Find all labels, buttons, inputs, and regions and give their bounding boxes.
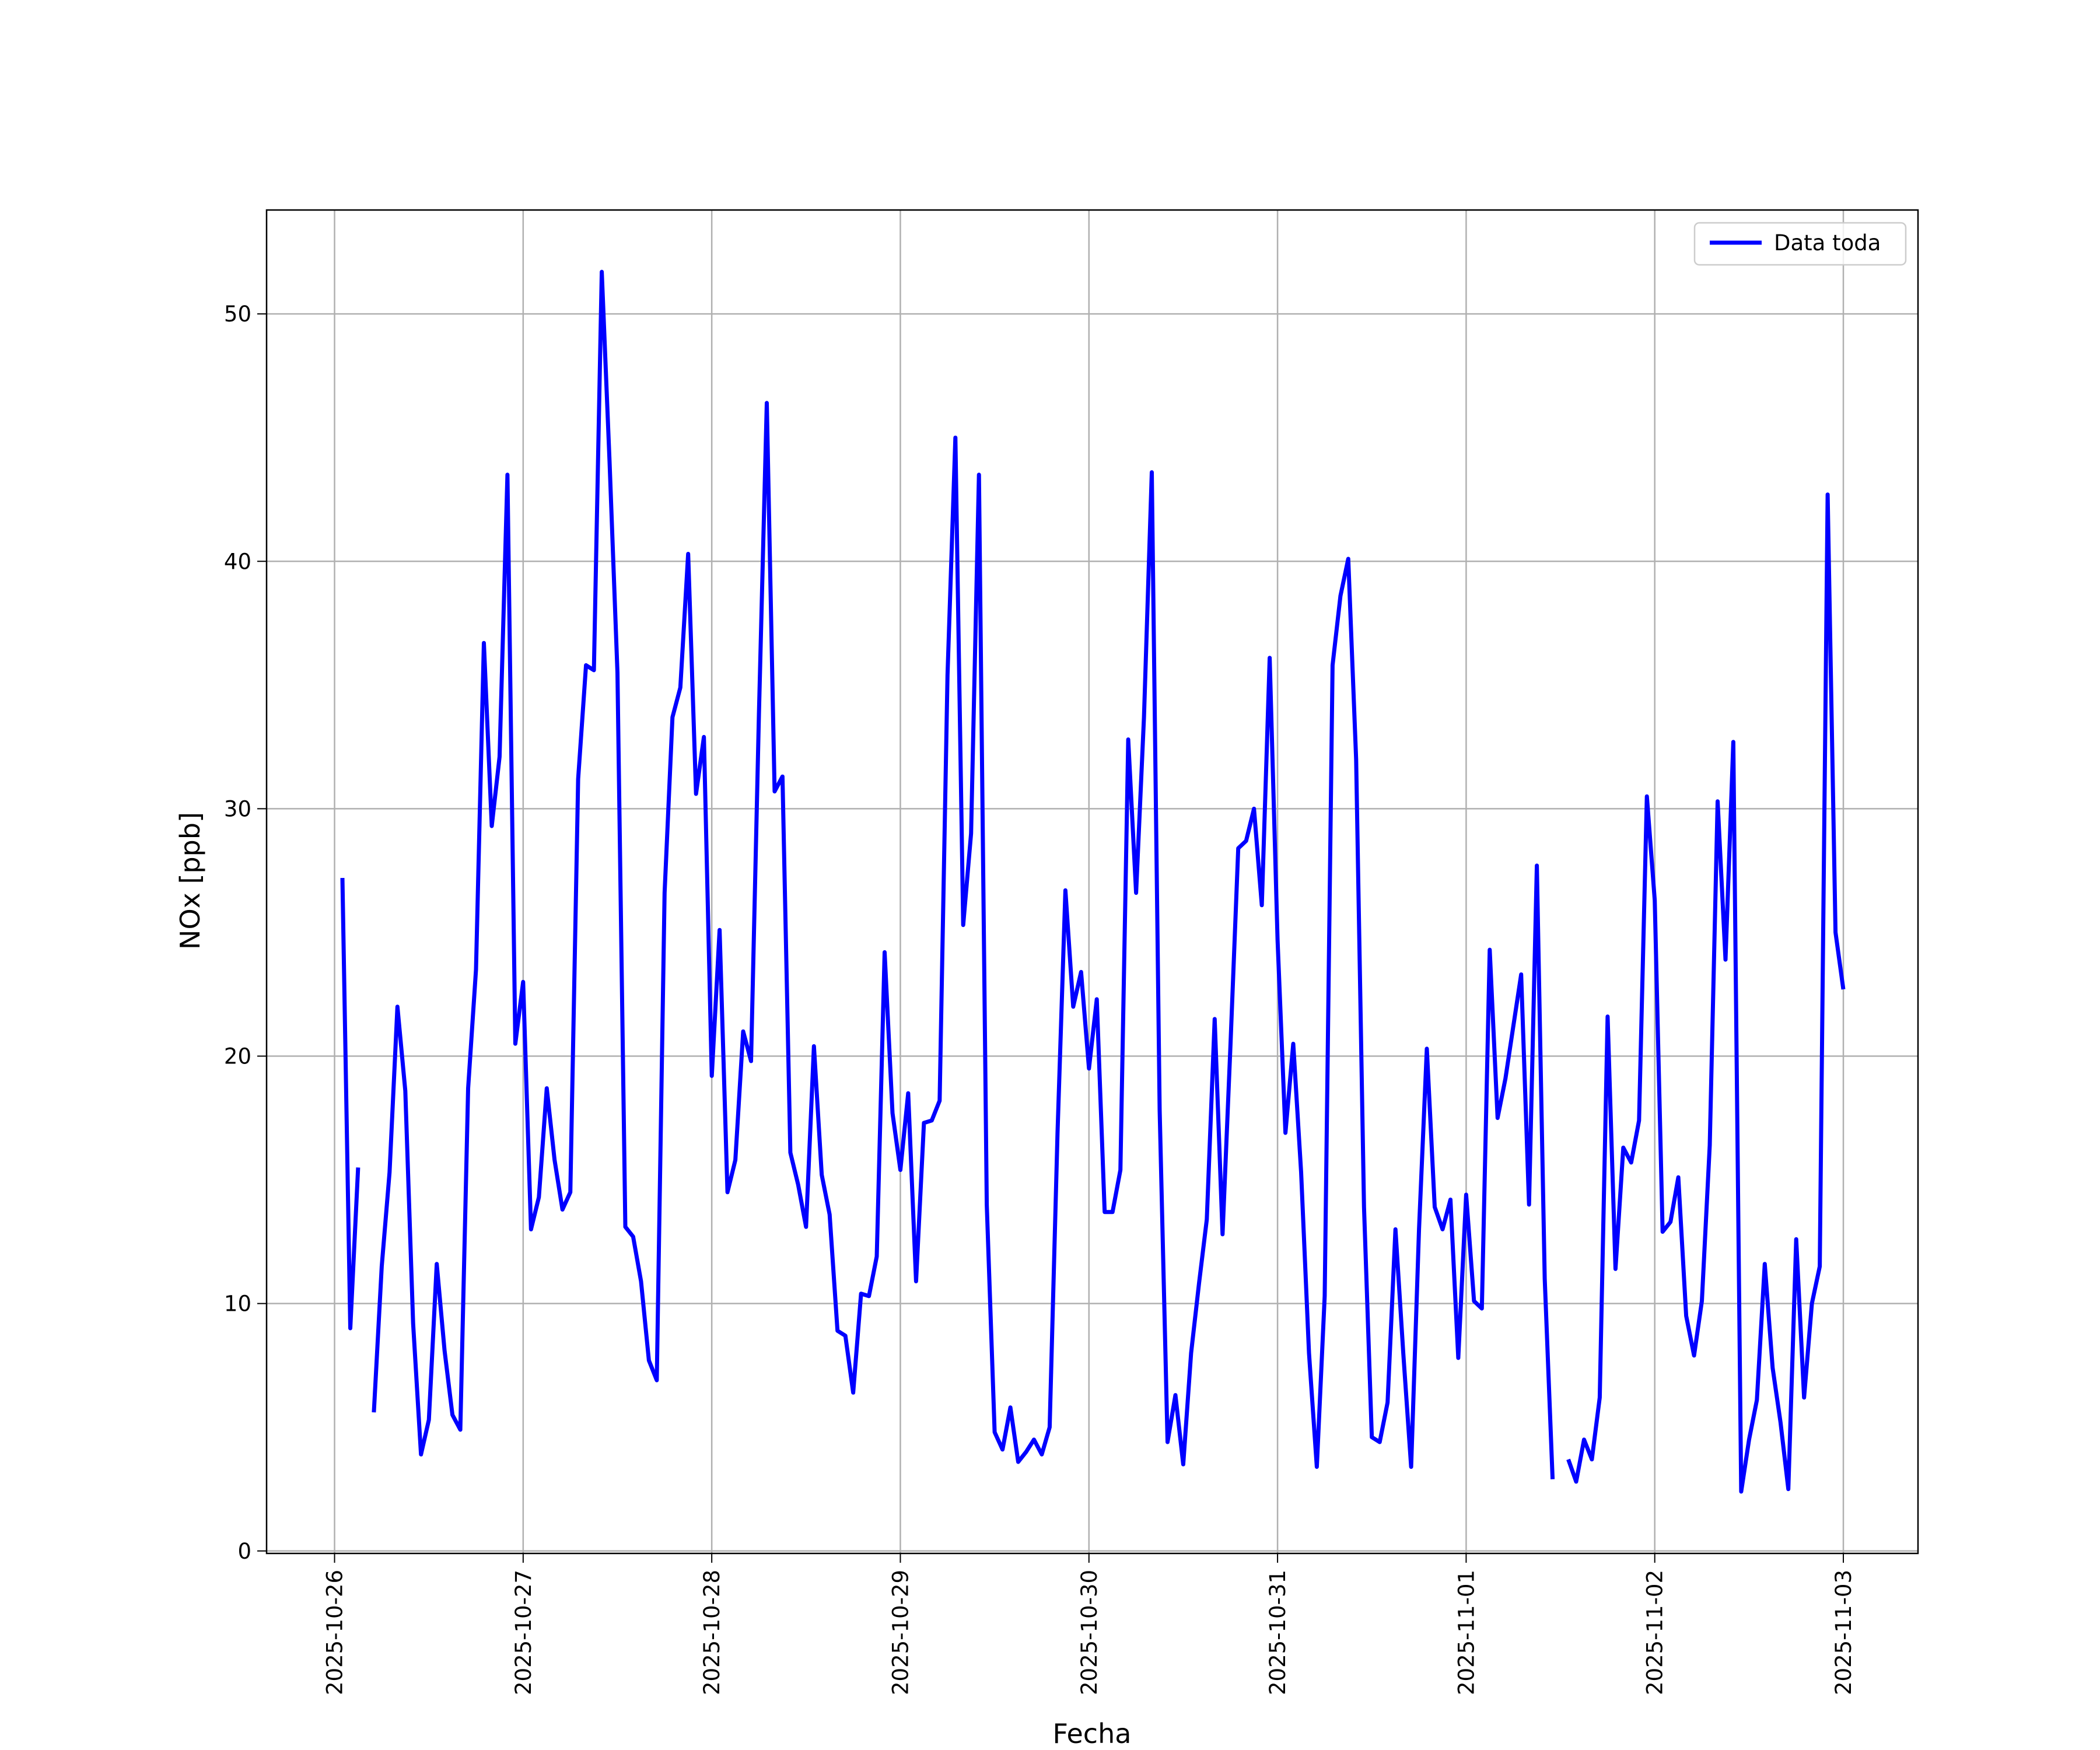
legend-label: Data toda (1774, 230, 1881, 256)
x-tick-label: 2025-11-01 (1454, 1570, 1479, 1695)
y-axis-label: NOx [ppb] (174, 812, 206, 950)
x-tick-label: 2025-10-30 (1077, 1570, 1102, 1695)
x-tick-label: 2025-10-28 (699, 1570, 724, 1695)
x-tick-label: 2025-10-31 (1265, 1570, 1290, 1695)
y-tick-label: 20 (224, 1044, 251, 1069)
x-tick-label: 2025-10-27 (511, 1570, 536, 1695)
x-tick-label: 2025-10-29 (888, 1570, 913, 1695)
x-tick-label: 2025-10-26 (323, 1570, 348, 1695)
y-tick-label: 30 (224, 796, 251, 821)
plot-frame (265, 209, 1919, 1555)
y-tick-label: 50 (224, 302, 251, 327)
x-axis-label: Fecha (1053, 1718, 1132, 1749)
y-tick-label: 0 (237, 1539, 251, 1564)
x-tick-label: 2025-11-03 (1831, 1570, 1856, 1695)
x-tick-label: 2025-11-02 (1643, 1570, 1668, 1695)
y-tick-label: 40 (224, 549, 251, 574)
data-line (340, 270, 1846, 1494)
y-tick-label: 10 (224, 1292, 251, 1317)
legend-box (1693, 222, 1907, 266)
